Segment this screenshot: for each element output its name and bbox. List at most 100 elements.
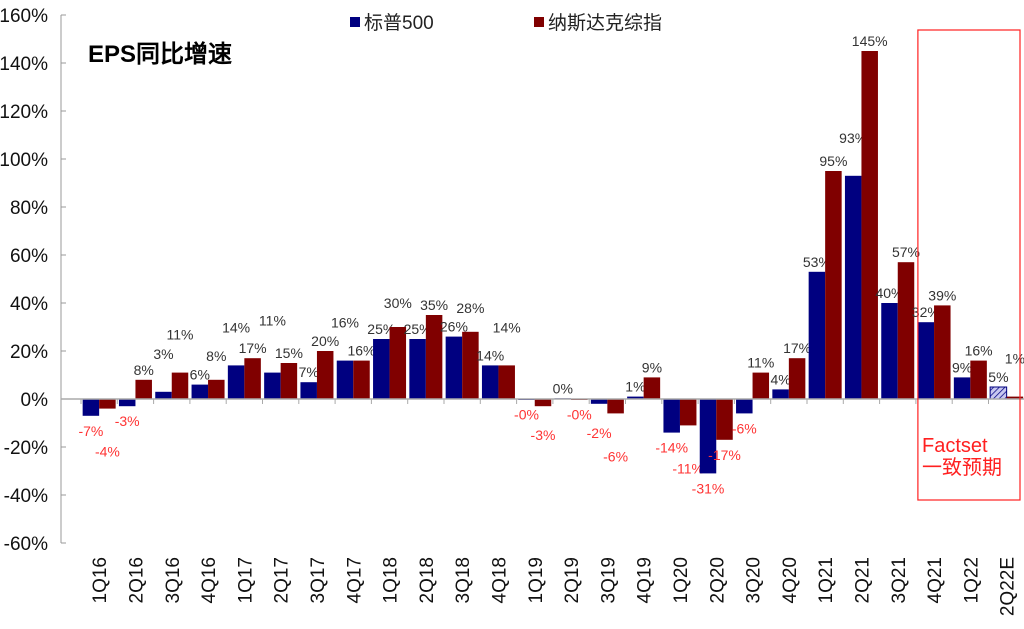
- data-label: 3%: [153, 346, 173, 362]
- bar-sp500-1Q22: [953, 377, 971, 399]
- data-label: 9%: [952, 359, 972, 375]
- bar-nasdaq-4Q20: [788, 358, 806, 399]
- data-label: 26%: [440, 319, 468, 335]
- x-tick-label: 1Q20: [671, 557, 692, 603]
- x-tick-label: 4Q20: [780, 557, 801, 603]
- x-tick-label: 1Q21: [816, 557, 837, 603]
- chart-title: EPS同比增速: [88, 41, 233, 68]
- x-tick-label: 2Q21: [852, 557, 873, 603]
- x-tick-label: 1Q19: [526, 557, 547, 603]
- data-label: 1%: [1005, 351, 1024, 367]
- data-label: -0%: [514, 407, 539, 423]
- data-label: 11%: [167, 327, 194, 343]
- bar-nasdaq-4Q19: [643, 377, 661, 399]
- bar-nasdaq-3Q19: [607, 399, 624, 414]
- bar-sp500-2Q18: [409, 339, 426, 399]
- legend-label: 纳斯达克综指: [548, 13, 663, 34]
- legend-swatch: [350, 16, 360, 27]
- forecast-annotation: Factset 一致预期: [922, 435, 1002, 479]
- bar-nasdaq-4Q21: [934, 305, 951, 399]
- legend-item-sp500: 标普500: [350, 8, 434, 35]
- data-label: -3%: [115, 413, 140, 429]
- y-tick-label: 160%: [0, 6, 48, 27]
- x-tick-label: 1Q22: [961, 557, 982, 603]
- data-label: -3%: [531, 427, 556, 443]
- x-tick-label: 3Q20: [744, 557, 765, 603]
- data-label: 11%: [259, 313, 286, 329]
- bar-nasdaq-2Q18: [425, 315, 443, 399]
- bar-sp500-3Q19: [590, 399, 608, 404]
- bar-sp500-2Q22E: [989, 386, 1008, 400]
- data-label: 20%: [311, 333, 339, 349]
- data-label: -7%: [78, 423, 103, 439]
- data-label: 28%: [456, 300, 484, 316]
- annotation-line1: Factset: [922, 435, 988, 457]
- bar-sp500-4Q21: [917, 322, 935, 399]
- y-tick-label: 60%: [10, 246, 48, 267]
- data-label: 17%: [239, 340, 267, 356]
- data-label: 15%: [275, 345, 303, 361]
- data-label: 53%: [803, 254, 831, 270]
- data-label: -6%: [732, 420, 757, 436]
- legend-swatch: [534, 16, 544, 27]
- y-tick-label: -20%: [4, 438, 48, 459]
- data-label: 25%: [367, 321, 395, 337]
- data-label: 16%: [331, 315, 359, 331]
- x-tick-label: 2Q22E: [998, 557, 1019, 616]
- x-tick-label: 3Q16: [163, 557, 184, 603]
- data-label: 17%: [783, 340, 811, 356]
- bar-sp500-1Q16: [82, 399, 100, 416]
- bar-sp500-1Q20: [663, 399, 680, 433]
- data-label: 16%: [965, 343, 993, 359]
- bar-sp500-4Q17: [336, 360, 354, 399]
- data-label: 57%: [892, 244, 920, 260]
- bar-sp500-4Q20: [772, 389, 789, 399]
- legend-label: 标普500: [364, 13, 434, 34]
- bar-nasdaq-2Q21: [861, 51, 878, 399]
- x-tick-label: 3Q21: [889, 557, 910, 603]
- bar-nasdaq-1Q20: [679, 399, 697, 426]
- bar-nasdaq-2Q17: [280, 363, 298, 399]
- x-tick-label: 1Q16: [90, 557, 111, 603]
- data-label: 0%: [553, 380, 573, 396]
- x-tick-label: 1Q17: [235, 557, 256, 603]
- bar-sp500-3Q16: [155, 391, 172, 399]
- bar-nasdaq-2Q16: [135, 379, 152, 399]
- data-label: 93%: [839, 130, 867, 146]
- data-label: 6%: [190, 367, 210, 383]
- data-label: 39%: [928, 287, 956, 303]
- y-tick-label: 20%: [10, 342, 48, 363]
- bar-sp500-3Q21: [881, 303, 898, 399]
- data-label: 145%: [852, 33, 888, 49]
- x-tick-label: 4Q17: [344, 557, 365, 603]
- y-tick-label: 100%: [0, 150, 48, 171]
- data-label: 30%: [384, 295, 412, 311]
- bar-nasdaq-3Q20: [752, 372, 770, 399]
- x-tick-label: 3Q17: [308, 557, 329, 603]
- bar-nasdaq-3Q21: [897, 262, 915, 399]
- data-label: -11%: [672, 460, 704, 476]
- data-label: 25%: [404, 321, 432, 337]
- data-label: -2%: [587, 425, 612, 441]
- bar-sp500-2Q16: [118, 399, 136, 407]
- bar-sp500-1Q17: [227, 365, 245, 399]
- bar-sp500-2Q20: [699, 399, 717, 474]
- y-tick-label: 40%: [10, 294, 48, 315]
- bar-nasdaq-1Q19: [534, 399, 552, 407]
- bar-nasdaq-1Q18: [389, 327, 407, 399]
- y-tick-label: 140%: [0, 54, 48, 75]
- bar-sp500-1Q21: [808, 271, 826, 399]
- data-label: -31%: [692, 480, 725, 496]
- data-label: -4%: [95, 444, 120, 460]
- bar-sp500-4Q16: [191, 384, 209, 399]
- bar-nasdaq-4Q16: [208, 379, 225, 399]
- bar-nasdaq-2Q22E: [1006, 396, 1024, 399]
- x-tick-label: 4Q18: [489, 557, 510, 603]
- x-tick-label: 2Q18: [417, 557, 438, 603]
- data-label: -0%: [567, 407, 592, 423]
- x-tick-label: 2Q17: [272, 557, 293, 603]
- bar-nasdaq-4Q18: [498, 365, 515, 399]
- x-tick-label: 3Q19: [598, 557, 619, 603]
- data-label: -14%: [655, 440, 688, 456]
- bar-sp500-1Q18: [373, 339, 390, 399]
